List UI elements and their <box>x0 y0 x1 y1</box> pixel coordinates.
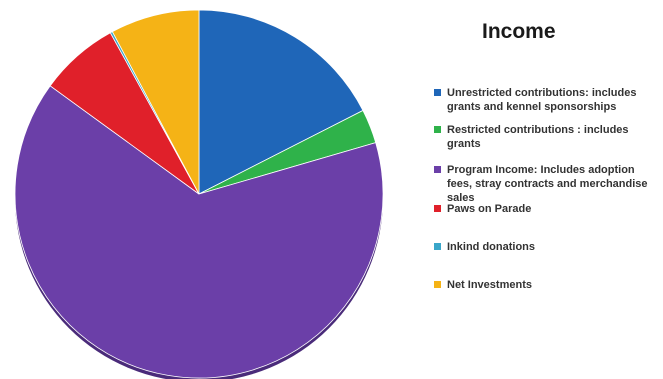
pie-slice <box>14 85 384 379</box>
legend-swatch <box>434 166 441 173</box>
pie-chart <box>14 9 384 379</box>
pie-chart-area <box>14 9 384 379</box>
chart-title: Income <box>482 20 556 43</box>
legend-label: Program Income: Includes adoption fees, … <box>447 164 648 204</box>
legend-swatch <box>434 205 441 212</box>
legend-item-program-income: Program Income: Includes adoption fees, … <box>434 163 660 205</box>
legend-swatch <box>434 89 441 96</box>
legend-label: Paws on Parade <box>447 203 532 215</box>
legend-item-unrestricted: Unrestricted contributions: includes gra… <box>434 86 660 114</box>
pie-slice <box>111 9 200 195</box>
legend-label: Unrestricted contributions: includes gra… <box>447 87 637 113</box>
legend-item-paws-on-parade: Paws on Parade <box>434 202 660 216</box>
legend-item-inkind-donations: Inkind donations <box>434 240 660 254</box>
legend-label: Restricted contributions : includes gran… <box>447 124 629 150</box>
legend-label: Inkind donations <box>447 241 535 253</box>
legend-item-net-investments: Net Investments <box>434 278 660 292</box>
pie-slice <box>198 9 364 195</box>
legend-swatch <box>434 243 441 250</box>
legend-swatch <box>434 126 441 133</box>
legend-item-restricted: Restricted contributions : includes gran… <box>434 123 660 151</box>
legend-swatch <box>434 281 441 288</box>
legend-label: Net Investments <box>447 279 532 291</box>
